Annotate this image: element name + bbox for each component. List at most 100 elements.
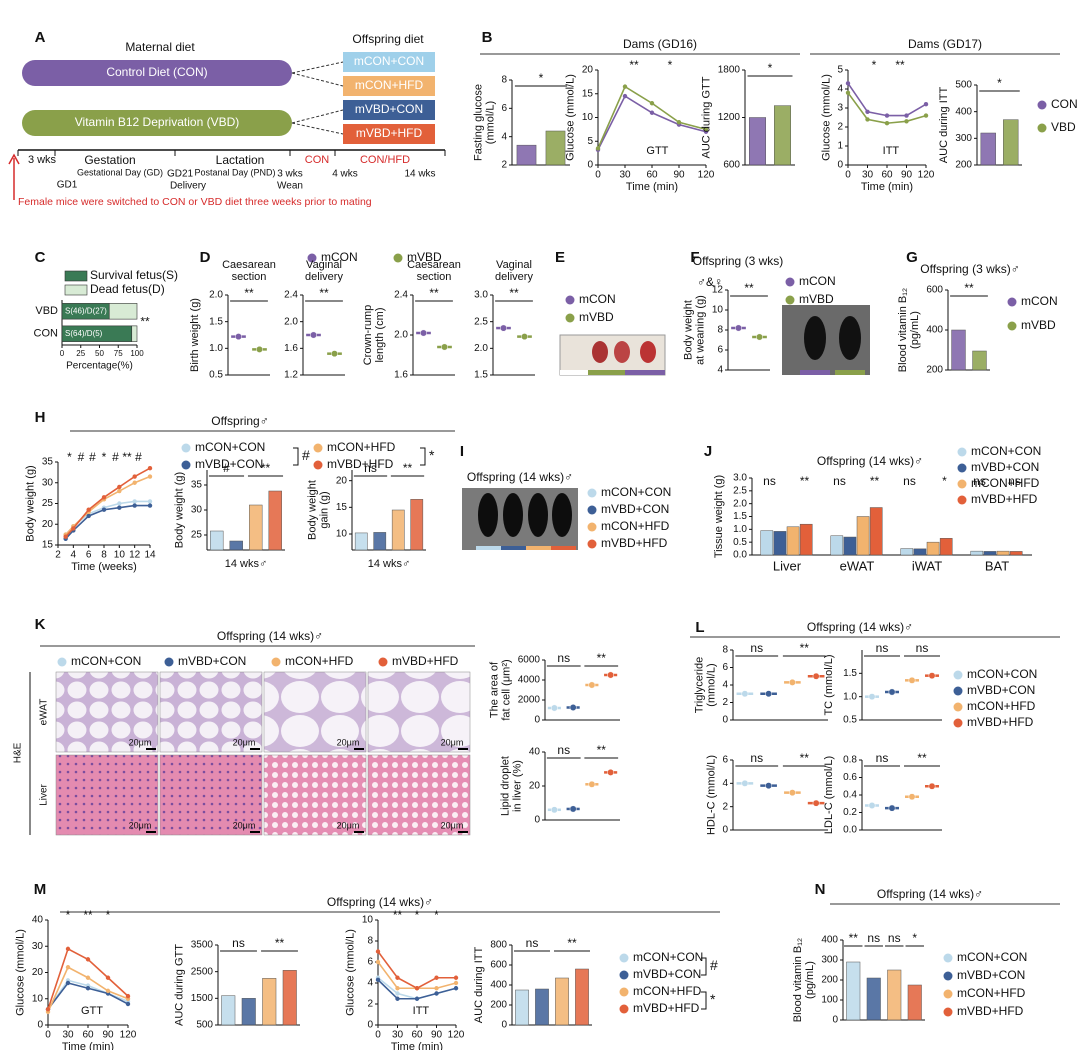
chart: 1.6 2.0 2.4 Crown-rump length (cm) Caesareans… [362,259,461,381]
y-axis-label: fat cell (μm²) [501,659,513,720]
legend-swatch [271,657,281,667]
legend-swatch [953,670,963,680]
y-axis-label: gain (g) [319,491,331,528]
bar [996,550,1010,556]
mean-point [588,780,596,788]
significance: ns [833,474,846,488]
mean-point [741,690,749,698]
data-point [105,975,111,980]
y-tick-label: 0.5 [209,370,223,381]
x-tick-label: iWAT [912,558,942,573]
data-point [904,113,909,118]
y-tick-label: 8 [501,75,507,86]
data-point [884,121,890,126]
arrow-head [8,153,20,165]
panel-header: Offspring (14 wks)♂ [327,895,433,909]
significance: ** [744,281,754,295]
legend-label: mVBD+CON [971,460,1039,474]
y-axis-label: Lipid droplet [500,756,512,816]
mean-point [765,782,773,790]
x-tick-label: 30 [392,1030,404,1041]
note: Female mice were switched to CON or VBD … [18,196,372,208]
x-tick-label: 50 [95,349,104,358]
y-tick-label: 1.5 [733,511,747,522]
x-tick-label: 60 [82,1030,94,1041]
legend-label: mCON [1021,294,1058,308]
panel-label: H [35,409,46,426]
bar [410,499,424,551]
x-axis-label: 14 wks♂ [368,558,411,570]
chart: 500 1500 2500 3500 AUC during GTT ns ** [174,936,300,1031]
x-tick-label: Liver [773,558,802,573]
series-line [847,92,927,125]
y-tick-label: 5 [587,136,593,147]
y-tick-label: 20 [582,65,594,76]
x-tick-label: 100 [130,349,144,358]
legend-swatch [307,253,317,263]
significance: ** [509,286,519,300]
y-axis-label: LDL-C (mmol/L) [823,756,835,834]
x-tick-label: 90 [431,1030,443,1041]
connector [291,122,344,135]
y-tick-label: 600 [926,285,943,296]
legend-swatch [565,295,575,305]
x-tick-label: 0 [595,170,601,181]
x-tick-label: 30 [619,170,631,181]
offspring-diet-box [343,100,435,120]
significance: # [223,461,230,475]
y-tick-label: 300 [821,955,838,966]
y-tick-label: 0 [534,815,540,826]
panel-label: F [690,249,699,266]
significance: ** [319,286,329,300]
y-axis-label: Triglyceride [693,657,705,713]
significance: * [106,908,111,922]
bar [555,977,569,1026]
legend-bracket-label: * [429,447,435,463]
x-tick-label: 90 [673,170,685,181]
y-tick-label: 6 [501,103,507,114]
y-axis-label: Tissue weight (g) [713,475,725,558]
scale-label: 20μm [441,737,464,747]
y-tick-label: 2 [837,122,843,133]
y-tick-label: 2.0 [209,290,223,301]
legend-label: mVBD+HFD [633,1001,700,1015]
stain-label: H&E [13,742,24,763]
data-point [845,90,851,96]
diagram-title: Offspring diet [352,32,424,46]
significance: ** [895,58,905,72]
y-tick-label: 200 [490,1000,507,1011]
bar [268,490,282,551]
y-tick-label: 10 [336,529,348,540]
histology-image [263,754,367,836]
legend-label: mCON [579,292,616,306]
y-tick-label: 20 [529,781,541,792]
y-tick-label: 15 [42,540,54,551]
bar [830,535,844,556]
y-tick-label: 0.0 [733,550,747,561]
y-tick-label: 3.0 [474,290,488,301]
timeline-label: 14 wks [404,169,435,180]
y-tick-label: 1500 [191,993,214,1004]
data-point [414,986,420,991]
x-tick-label: 0 [375,1030,381,1041]
chart: 0 2 4 6 HDL-C (mmol/L) ns ** [705,751,828,836]
significance: ** [597,743,607,757]
y-tick-label: 2.4 [394,290,408,301]
chart: 25 30 35 Body weight (g) 14 wks♂ # ** [174,461,285,570]
y-axis-label: (mmol/L) [705,663,717,706]
y-tick-label: 10 [582,112,594,123]
bar [515,989,529,1026]
legend-label: Dead fetus(D) [90,282,165,296]
significance: * [768,61,773,75]
y-tick-label: 2.0 [284,316,298,327]
y-axis-label: Glucose (mmol/L) [820,74,832,161]
data-point [453,975,459,980]
data-point [395,986,400,991]
significance: ** [393,908,403,922]
panel-label: M [34,881,47,898]
y-tick-label: 3500 [191,940,214,951]
timeline-label: CON [305,154,330,166]
timeline-label: CON/HFD [360,154,410,166]
significance: ** [567,936,577,950]
